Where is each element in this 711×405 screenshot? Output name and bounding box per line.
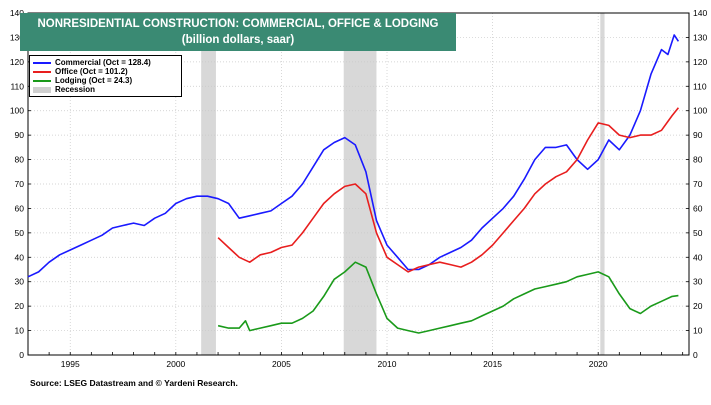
y-tick-label-left: 80 bbox=[15, 155, 25, 165]
legend-label-recession: Recession bbox=[55, 85, 96, 94]
legend-label-lodging: Lodging (Oct = 24.3) bbox=[55, 76, 133, 85]
y-tick-label-left: 90 bbox=[15, 130, 25, 140]
x-tick-label: 2015 bbox=[483, 359, 502, 369]
y-tick-label-right: 30 bbox=[693, 277, 703, 287]
chart-title: NONRESIDENTIAL CONSTRUCTION: COMMERCIAL,… bbox=[37, 18, 439, 30]
y-tick-label-left: 120 bbox=[10, 57, 24, 67]
y-tick-label-left: 10 bbox=[15, 326, 25, 336]
y-tick-label-right: 80 bbox=[693, 155, 703, 165]
legend-item-lodging: Lodging (Oct = 24.3) bbox=[33, 76, 132, 86]
chart-title-box: NONRESIDENTIAL CONSTRUCTION: COMMERCIAL,… bbox=[20, 13, 456, 51]
recession-band bbox=[343, 13, 377, 355]
y-tick-label-left: 130 bbox=[10, 32, 24, 42]
x-tick-label: 2010 bbox=[378, 359, 397, 369]
legend: Commercial (Oct = 128.4) Office (Oct = 1… bbox=[29, 55, 182, 97]
y-tick-label-right: 70 bbox=[693, 179, 703, 189]
x-tick-label: 2000 bbox=[166, 359, 185, 369]
source-note: Source: LSEG Datastream and © Yardeni Re… bbox=[30, 378, 238, 388]
legend-swatch-lodging bbox=[33, 79, 51, 82]
series-line-commercial bbox=[27, 34, 680, 278]
y-tick-label-left: 70 bbox=[15, 179, 25, 189]
legend-swatch-office bbox=[33, 70, 51, 73]
y-tick-label-left: 60 bbox=[15, 203, 25, 213]
y-tick-label-left: 100 bbox=[10, 106, 24, 116]
y-tick-label-right: 120 bbox=[693, 57, 707, 67]
legend-item-recession: Recession bbox=[33, 85, 95, 95]
y-tick-label-left: 40 bbox=[15, 252, 25, 262]
x-tick-label: 2020 bbox=[589, 359, 608, 369]
y-tick-label-right: 0 bbox=[693, 350, 698, 360]
y-tick-label-right: 90 bbox=[693, 130, 703, 140]
legend-item-office: Office (Oct = 101.2) bbox=[33, 67, 128, 77]
legend-label-office: Office (Oct = 101.2) bbox=[55, 67, 128, 76]
legend-label-commercial: Commercial (Oct = 128.4) bbox=[55, 58, 151, 67]
y-tick-label-right: 130 bbox=[693, 32, 707, 42]
y-tick-label-right: 140 bbox=[693, 8, 707, 18]
y-tick-label-left: 110 bbox=[10, 81, 24, 91]
y-tick-label-right: 100 bbox=[693, 106, 707, 116]
y-tick-label-left: 140 bbox=[10, 8, 24, 18]
y-tick-label-right: 110 bbox=[693, 81, 707, 91]
recession-band bbox=[600, 13, 605, 355]
y-tick-label-left: 50 bbox=[15, 228, 25, 238]
y-tick-label-right: 50 bbox=[693, 228, 703, 238]
y-tick-label-left: 0 bbox=[19, 350, 24, 360]
x-tick-label: 2005 bbox=[272, 359, 291, 369]
y-tick-label-right: 40 bbox=[693, 252, 703, 262]
chart-subtitle: (billion dollars, saar) bbox=[181, 34, 295, 46]
y-tick-label-right: 60 bbox=[693, 203, 703, 213]
legend-item-commercial: Commercial (Oct = 128.4) bbox=[33, 58, 151, 68]
y-tick-label-left: 20 bbox=[15, 301, 25, 311]
y-tick-label-right: 10 bbox=[693, 326, 703, 336]
x-tick-label: 1995 bbox=[61, 359, 80, 369]
y-tick-label-left: 30 bbox=[15, 277, 25, 287]
series-line-office bbox=[217, 107, 680, 273]
series-line-lodging bbox=[217, 261, 679, 334]
legend-swatch-recession bbox=[33, 86, 51, 93]
legend-swatch-commercial bbox=[33, 61, 51, 64]
y-tick-label-right: 20 bbox=[693, 301, 703, 311]
